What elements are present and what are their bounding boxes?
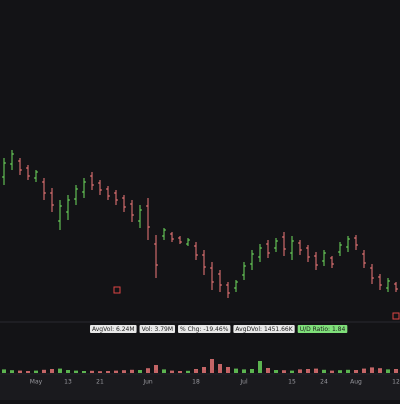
x-tick-label: 18 [192,379,200,386]
x-axis-strip [0,375,400,400]
stat-label: U/D Ratio: 1.84 [300,326,346,333]
volume-bar [306,369,310,373]
x-tick-label: 21 [96,379,104,386]
volume-bar [58,368,62,373]
volume-bar [98,371,102,373]
marks: May 13 21 Jun 18 Jul 15 24 Aug 12 AvgVol: 6.24M Vol… [2,150,400,386]
volume-bar [122,370,126,373]
volume-bar [282,370,286,373]
stat-box [233,325,295,333]
volume-bar [202,367,206,373]
volume-bar [378,368,382,373]
x-tick-label: 15 [288,379,296,386]
volume-bar [106,371,110,373]
x-tick-label: 13 [64,379,72,386]
volume-bar [162,369,166,373]
volume-bar [266,368,270,373]
volume-bar [226,367,230,373]
volume-bar [354,370,358,373]
x-tick-label: Jul [239,379,248,386]
volume-bar [394,369,398,373]
volume-bar [114,370,118,373]
volume-bar [242,369,246,373]
volume-bar [170,370,174,373]
volume-bar [18,370,22,373]
stat-label: % Chg: -19.46% [180,326,229,333]
volume-bar [298,369,302,373]
volume-bar [258,361,262,373]
volume-bar [290,370,294,373]
x-tick-label: Jun [142,379,153,386]
stat-label: AvgVol: 6.24M [92,326,135,333]
volume-bar [330,370,334,373]
volume-bar [274,370,278,373]
x-tick-label: Aug [350,379,362,386]
volume-bar [218,364,222,373]
volume-bar [338,370,342,373]
volume-bar [314,368,318,373]
volume-bar [210,359,214,373]
volume-bar [346,369,350,373]
volume-bar [146,368,150,373]
volume-bar [130,369,134,373]
earnings-marker [392,312,400,320]
stat-label: Vol: 3.79M [142,326,173,333]
x-tick-label: May [30,379,43,386]
volume-bar [90,370,94,373]
volume-bar [50,369,54,373]
volume-bar [26,371,30,373]
volume-bar [250,369,254,373]
volume-bar [178,371,182,373]
earnings-marker [113,286,121,294]
volume-bar [154,365,158,373]
x-tick-label: 12 [392,379,400,386]
volume-bar [322,369,326,373]
volume-bar [74,370,78,373]
volume-bar [186,370,190,373]
volume-bar [82,371,86,373]
volume-bar [66,370,70,373]
volume-bar [370,367,374,373]
stat-box [178,325,231,333]
stat-box [90,325,137,333]
x-tick-label: 24 [320,379,328,386]
volume-bar [194,369,198,373]
volume-bar [34,370,38,373]
volume-bar [386,369,390,373]
volume-bar [362,368,366,373]
volume-bar [234,368,238,373]
volume-bar [10,370,14,373]
volume-bar [42,369,46,373]
stat-box [139,325,176,333]
volume-bar [138,370,142,373]
stat-box [297,325,348,333]
volume-bar [2,369,6,373]
stat-label: AvgDVol: 1451.66K [235,326,293,333]
